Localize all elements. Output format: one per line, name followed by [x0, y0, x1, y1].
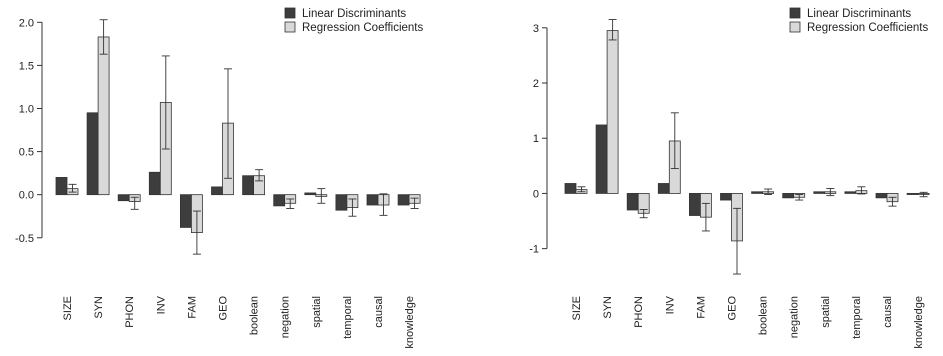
x-category-label: temporal — [851, 296, 863, 339]
x-category-label: PHON — [124, 296, 136, 328]
x-category-label: spatial — [311, 296, 323, 328]
bar-linear-discriminant — [86, 112, 99, 196]
x-category-label: boolean — [249, 296, 261, 335]
x-category-label: knowledge — [913, 296, 925, 349]
x-category-label: negation — [789, 296, 801, 338]
x-category-label: INV — [155, 295, 167, 314]
y-tick-label: -0.5 — [15, 233, 34, 245]
x-category-label: negation — [280, 296, 292, 338]
chart-2: -1 0 1 2 3 SIZE SYN PHON INV FAM GEO boolean negatio… — [529, 7, 930, 349]
legend-swatch — [284, 7, 296, 19]
bar-linear-discriminant — [595, 124, 608, 194]
bar-linear-discriminant — [179, 194, 192, 228]
legend-swatch — [789, 21, 801, 33]
bar-linear-discriminant — [813, 191, 826, 194]
x-category-label: GEO — [727, 296, 739, 321]
y-tick-label: 1.5 — [19, 60, 34, 72]
bar-linear-discriminant — [366, 194, 379, 206]
x-category-label: spatial — [820, 296, 832, 328]
y-tick-label: 1.0 — [19, 103, 34, 115]
y-tick-label: 2.0 — [19, 17, 34, 29]
y-tick-label: 0 — [533, 188, 539, 200]
bar-linear-discriminant — [657, 183, 670, 194]
x-category-label: SIZE — [62, 296, 74, 320]
y-tick-label: 0.5 — [19, 147, 34, 159]
x-category-label: FAM — [695, 296, 707, 319]
bar-regression-coefficient — [606, 30, 619, 194]
bar-regression-coefficient — [97, 36, 110, 196]
bar-linear-discriminant — [626, 193, 639, 211]
bar-linear-discriminant — [117, 194, 130, 202]
bar-linear-discriminant — [720, 193, 732, 201]
x-category-label: FAM — [186, 296, 198, 319]
bar-linear-discriminant — [844, 191, 857, 194]
bar-linear-discriminant — [906, 193, 919, 195]
y-tick-label: -1 — [529, 244, 539, 256]
legend-label: Regression Coefficients — [807, 22, 928, 34]
bar-linear-discriminant — [875, 193, 888, 199]
x-category-label: causal — [882, 296, 894, 328]
bar-linear-discriminant — [148, 171, 161, 196]
y-tick-label: 3 — [533, 23, 539, 35]
chart-1: -0.5 0.0 0.5 1.0 1.5 2.0 SIZE SYN PHON INV FAM GEO b… — [15, 7, 423, 349]
x-category-label: SYN — [602, 296, 614, 319]
x-category-label: SYN — [93, 296, 105, 319]
x-category-label: PHON — [633, 296, 645, 328]
x-category-label: GEO — [218, 296, 230, 321]
x-category-label: INV — [664, 295, 676, 314]
bar-linear-discriminant — [55, 177, 68, 196]
bar-linear-discriminant — [689, 193, 701, 216]
bar-linear-discriminant — [782, 193, 795, 199]
bar-linear-discriminant — [242, 175, 255, 196]
y-tick-label: 0.0 — [19, 190, 34, 202]
x-category-label: causal — [373, 296, 385, 328]
legend-swatch — [284, 21, 296, 33]
bar-linear-discriminant — [273, 194, 286, 207]
bar-linear-discriminant — [211, 186, 223, 196]
legend-swatch — [789, 7, 801, 19]
legend-label: Linear Discriminants — [302, 8, 406, 20]
legend-label: Regression Coefficients — [302, 22, 423, 34]
bar-linear-discriminant — [564, 183, 577, 194]
x-category-label: temporal — [342, 296, 354, 339]
bar-linear-discriminant — [397, 194, 410, 206]
x-category-label: SIZE — [571, 296, 583, 320]
legend-label: Linear Discriminants — [807, 8, 911, 20]
x-category-label: boolean — [758, 296, 770, 335]
y-tick-label: 1 — [533, 133, 539, 145]
bar-linear-discriminant — [304, 192, 317, 196]
bar-linear-discriminant — [335, 194, 348, 211]
x-category-label: knowledge — [404, 296, 416, 349]
bar-linear-discriminant — [751, 191, 763, 194]
y-tick-label: 2 — [533, 78, 539, 90]
